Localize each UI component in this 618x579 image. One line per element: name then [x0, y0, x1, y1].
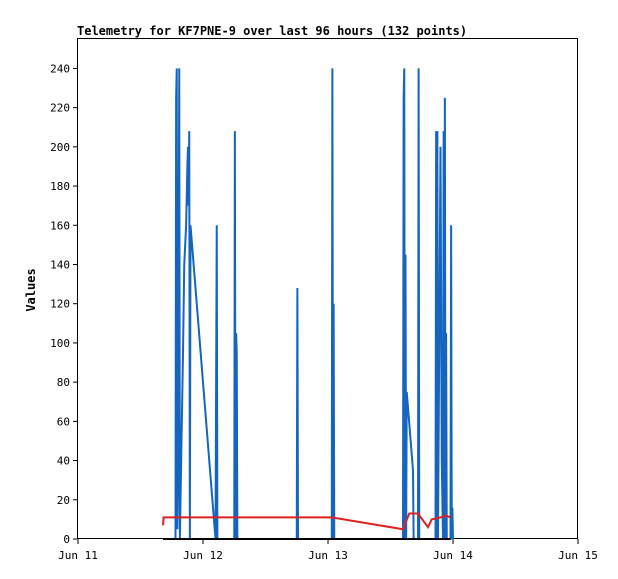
x-tick-label: Jun 13: [308, 549, 348, 562]
y-tick-label: 200: [50, 141, 70, 154]
plot-area: [77, 38, 578, 539]
y-tick-label: 100: [50, 337, 70, 350]
chart-title: Telemetry for KF7PNE-9 over last 96 hour…: [77, 24, 467, 38]
x-tick-label: Jun 12: [183, 549, 223, 562]
y-tick-label: 140: [50, 258, 70, 271]
x-axis: Jun 11 Jun 12 Jun 13 Jun 14 Jun 15: [58, 539, 598, 562]
series-line-1: [162, 512, 451, 531]
x-tick-label: Jun 15: [558, 549, 598, 562]
y-tick-label: 80: [57, 376, 70, 389]
x-tick-label: Jun 14: [433, 549, 473, 562]
y-tick-label: 180: [50, 180, 70, 193]
y-tick-label: 240: [50, 62, 70, 75]
y-tick-label: 0: [63, 533, 70, 546]
y-tick-label: 120: [50, 298, 70, 311]
x-tick-label: Jun 11: [58, 549, 98, 562]
y-axis-label: Values: [24, 268, 38, 311]
y-tick-label: 20: [57, 494, 70, 507]
y-tick-label: 220: [50, 102, 70, 115]
series-line-0: [174, 68, 454, 540]
series-layer: [162, 68, 454, 540]
y-tick-label: 40: [57, 455, 70, 468]
y-tick-label: 160: [50, 219, 70, 232]
y-axis: 0 20 40 60 80 100 120 140 160 180 200 220 240: [50, 62, 77, 546]
y-tick-label: 60: [57, 415, 70, 428]
